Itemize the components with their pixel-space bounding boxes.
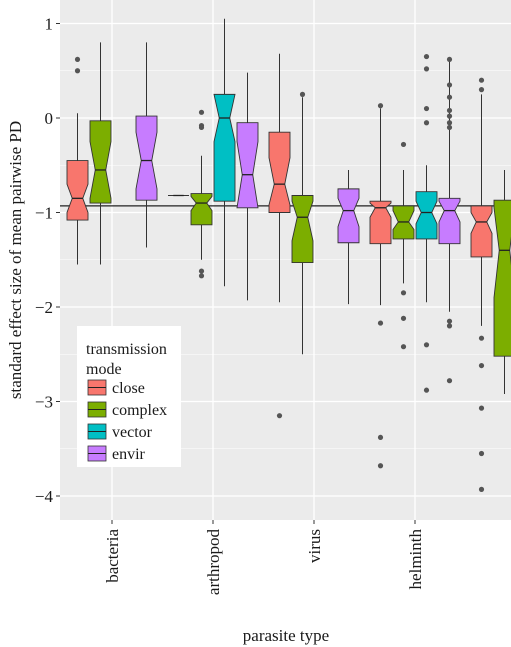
x-tick-label: protozoa — [507, 529, 511, 589]
legend-label: vector — [112, 424, 153, 441]
box-envir-virus — [337, 169, 360, 305]
box-complex-arthropod — [190, 109, 213, 279]
outlier-point — [377, 320, 384, 326]
box-body — [493, 199, 511, 357]
box-close-virus — [268, 53, 291, 419]
legend-title-line-2: mode — [86, 361, 122, 378]
outlier-point — [446, 94, 453, 100]
box-body — [135, 115, 158, 201]
legend-entry-close: close — [87, 379, 145, 397]
y-tick-label: −2 — [35, 298, 53, 317]
box-body — [337, 188, 360, 244]
box-envir-helminth — [438, 56, 461, 384]
outlier-point — [400, 315, 407, 321]
box-complex-bacteria — [89, 42, 112, 265]
outlier-point — [74, 68, 81, 74]
box-envir-arthropod — [236, 72, 259, 301]
outlier-point — [198, 268, 205, 274]
x-ticks: bacteria arthropod virus helminth protozoa — [103, 520, 511, 595]
legend-title-line-1: transmission — [86, 341, 167, 358]
outlier-point — [377, 103, 384, 109]
outlier-point — [446, 113, 453, 119]
outlier-point — [299, 91, 306, 97]
box-vector-arthropod — [213, 18, 236, 287]
outlier-point — [446, 120, 453, 126]
box-body — [89, 120, 112, 204]
y-ticks: 1 0 −1 −2 −3 −4 — [35, 15, 60, 506]
legend-label: complex — [112, 402, 167, 419]
outlier-point — [377, 463, 384, 469]
box-body — [236, 122, 259, 209]
outlier-point — [423, 120, 430, 126]
legend-background — [77, 326, 181, 467]
outlier-point — [478, 405, 485, 411]
x-tick-label: bacteria — [103, 529, 122, 583]
x-tick-label: helminth — [406, 529, 425, 590]
outlier-point — [423, 53, 430, 60]
outlier-point — [400, 344, 407, 350]
box-body — [291, 195, 314, 264]
box-close-protozoa — [470, 77, 493, 492]
box-body — [438, 197, 461, 245]
x-axis-title: parasite type — [243, 626, 329, 645]
outlier-point — [423, 342, 430, 348]
y-axis-title: standard effect size of mean pairwise PD — [6, 121, 25, 399]
box-complex-protozoa — [493, 169, 511, 394]
outlier-point — [423, 387, 430, 393]
outlier-point — [446, 323, 453, 329]
outlier-point — [74, 56, 81, 63]
legend-entry-complex: complex — [87, 401, 167, 419]
outlier-point — [446, 318, 453, 324]
outlier-point — [377, 434, 384, 441]
y-tick-label: −4 — [35, 487, 54, 506]
outlier-point — [478, 450, 485, 457]
outlier-point — [446, 124, 453, 131]
box-vector-helminth — [415, 53, 438, 393]
outlier-point — [478, 362, 485, 369]
box-close-helminth — [369, 103, 392, 469]
box-complex-virus — [291, 91, 314, 355]
outlier-point — [400, 141, 407, 148]
legend-entry-vector: vector — [87, 423, 153, 441]
box-body — [415, 191, 438, 240]
legend: transmission mode close complex vector envi… — [77, 326, 181, 467]
legend-entry-envir: envir — [87, 445, 146, 463]
box-body — [369, 200, 392, 245]
box-body — [66, 160, 89, 221]
y-tick-label: −1 — [35, 204, 53, 223]
outlier-point — [198, 109, 205, 115]
y-tick-label: −3 — [35, 393, 53, 412]
box-body — [190, 193, 213, 226]
legend-label: envir — [112, 446, 146, 463]
legend-label: close — [112, 380, 145, 397]
outlier-point — [478, 87, 485, 93]
outlier-point — [446, 82, 453, 88]
outlier-point — [446, 378, 453, 384]
box-close-bacteria — [66, 56, 89, 265]
outlier-point — [423, 105, 430, 112]
box-body — [213, 93, 236, 202]
outlier-point — [276, 413, 283, 419]
outlier-point — [400, 290, 407, 296]
y-tick-label: 1 — [45, 15, 54, 34]
outlier-point — [446, 56, 453, 63]
outlier-point — [446, 107, 453, 114]
outlier-point — [478, 486, 485, 492]
outlier-point — [198, 273, 205, 279]
outlier-point — [198, 124, 205, 131]
x-tick-label: arthropod — [204, 529, 223, 596]
legend-keys: close complex vector envir — [87, 379, 167, 463]
boxes-group — [66, 18, 511, 492]
x-tick-label: virus — [305, 529, 324, 563]
box-body — [470, 205, 493, 258]
outlier-point — [478, 77, 485, 83]
box-complex-helminth — [392, 141, 415, 350]
box-envir-bacteria — [135, 42, 158, 248]
outlier-point — [423, 66, 430, 72]
outlier-point — [478, 335, 485, 341]
box-body — [268, 131, 291, 213]
y-tick-label: 0 — [45, 109, 54, 128]
